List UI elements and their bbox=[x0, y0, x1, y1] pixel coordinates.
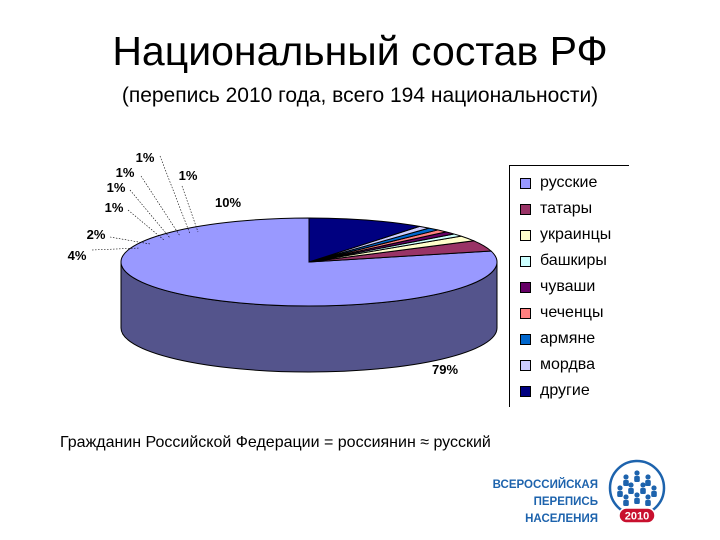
logo-person-body-6 bbox=[651, 491, 657, 497]
legend-swatch-5 bbox=[520, 307, 531, 319]
legend-item-7: мордва bbox=[520, 354, 595, 376]
logo-person-body-5 bbox=[640, 488, 646, 494]
logo-line-2: ПЕРЕПИСЬ НАСЕЛЕНИЯ bbox=[525, 496, 598, 525]
legend-swatch-2 bbox=[520, 229, 531, 241]
data-label-5: 1% bbox=[116, 165, 135, 180]
data-label-0: 79% bbox=[432, 362, 458, 377]
legend-item-6: армяне bbox=[520, 328, 595, 350]
legend-item-8: другие bbox=[520, 380, 590, 402]
logo-person-head-3 bbox=[617, 485, 623, 491]
data-label-2: 2% bbox=[87, 227, 106, 242]
leader-line-4 bbox=[129, 189, 171, 239]
legend-label-3: башкиры bbox=[540, 252, 607, 269]
leader-line-6 bbox=[159, 155, 191, 235]
logo-year-badge bbox=[618, 507, 656, 524]
data-label-3: 1% bbox=[105, 200, 124, 215]
legend-item-0: русские bbox=[520, 172, 597, 194]
logo-person-head-8 bbox=[634, 492, 640, 498]
legend-label-4: чуваши bbox=[540, 278, 596, 295]
logo-person-body-7 bbox=[623, 500, 629, 506]
leader-line-1 bbox=[91, 247, 141, 251]
logo-person-head-4 bbox=[628, 482, 634, 488]
legend-item-3: башкиры bbox=[520, 250, 607, 272]
logo-person-body-8 bbox=[634, 498, 640, 504]
leader-line-2 bbox=[109, 236, 151, 245]
legend-label-8: другие bbox=[540, 382, 590, 399]
leader-line-7 bbox=[181, 185, 199, 233]
data-label-7: 1% bbox=[179, 168, 198, 183]
logo-person-head-0 bbox=[623, 474, 629, 480]
logo-person-body-4 bbox=[628, 488, 634, 494]
leader-line-3 bbox=[127, 209, 165, 241]
legend-swatch-0 bbox=[520, 177, 531, 189]
data-label-6: 1% bbox=[136, 150, 155, 165]
census-logo-text: ВСЕРОССИЙСКАЯ ПЕРЕПИСЬ НАСЕЛЕНИЯ bbox=[458, 477, 598, 528]
logo-person-head-5 bbox=[640, 482, 646, 488]
logo-line-1: ВСЕРОССИЙСКАЯ bbox=[492, 479, 598, 491]
census-logo-icon: 2010 bbox=[608, 459, 666, 524]
chart-legend: русские татары украинцы башкиры чуваши чеченц… bbox=[509, 165, 629, 407]
logo-person-body-3 bbox=[617, 491, 623, 497]
footer-note: Гражданин Российской Федерации = россиян… bbox=[60, 434, 491, 451]
legend-item-5: чеченцы bbox=[520, 302, 603, 324]
pie-slice-8 bbox=[308, 217, 420, 263]
legend-swatch-3 bbox=[520, 255, 531, 267]
legend-label-1: татары bbox=[540, 200, 593, 217]
legend-label-0: русские bbox=[540, 174, 598, 191]
logo-person-head-1 bbox=[634, 470, 640, 476]
legend-label-6: армяне bbox=[540, 330, 596, 347]
legend-swatch-7 bbox=[520, 359, 531, 371]
legend-label-2: украинцы bbox=[540, 226, 612, 243]
page-subtitle: (перепись 2010 года, всего 194 националь… bbox=[121, 84, 599, 107]
data-label-8: 10% bbox=[215, 195, 241, 210]
logo-person-head-6 bbox=[651, 485, 657, 491]
logo-person-body-1 bbox=[634, 476, 640, 482]
logo-person-head-7 bbox=[623, 494, 629, 500]
data-label-1: 4% bbox=[68, 248, 87, 263]
logo-year: 2010 bbox=[625, 511, 649, 523]
logo-person-body-2 bbox=[645, 480, 651, 486]
legend-swatch-6 bbox=[520, 333, 531, 345]
legend-item-2: украинцы bbox=[520, 224, 611, 246]
logo-person-head-2 bbox=[645, 474, 651, 480]
data-label-4: 1% bbox=[107, 180, 126, 195]
leader-line-5 bbox=[140, 175, 181, 237]
logo-person-body-0 bbox=[623, 480, 629, 486]
legend-swatch-4 bbox=[520, 281, 531, 293]
legend-swatch-1 bbox=[520, 203, 531, 215]
logo-person-head-9 bbox=[645, 494, 651, 500]
legend-item-4: чуваши bbox=[520, 276, 595, 298]
legend-label-7: мордва bbox=[540, 356, 595, 373]
legend-swatch-8 bbox=[520, 385, 531, 397]
legend-label-5: чеченцы bbox=[540, 304, 604, 321]
logo-person-body-9 bbox=[645, 500, 651, 506]
page-title: Национальный состав РФ bbox=[112, 28, 608, 74]
legend-item-1: татары bbox=[520, 198, 592, 220]
